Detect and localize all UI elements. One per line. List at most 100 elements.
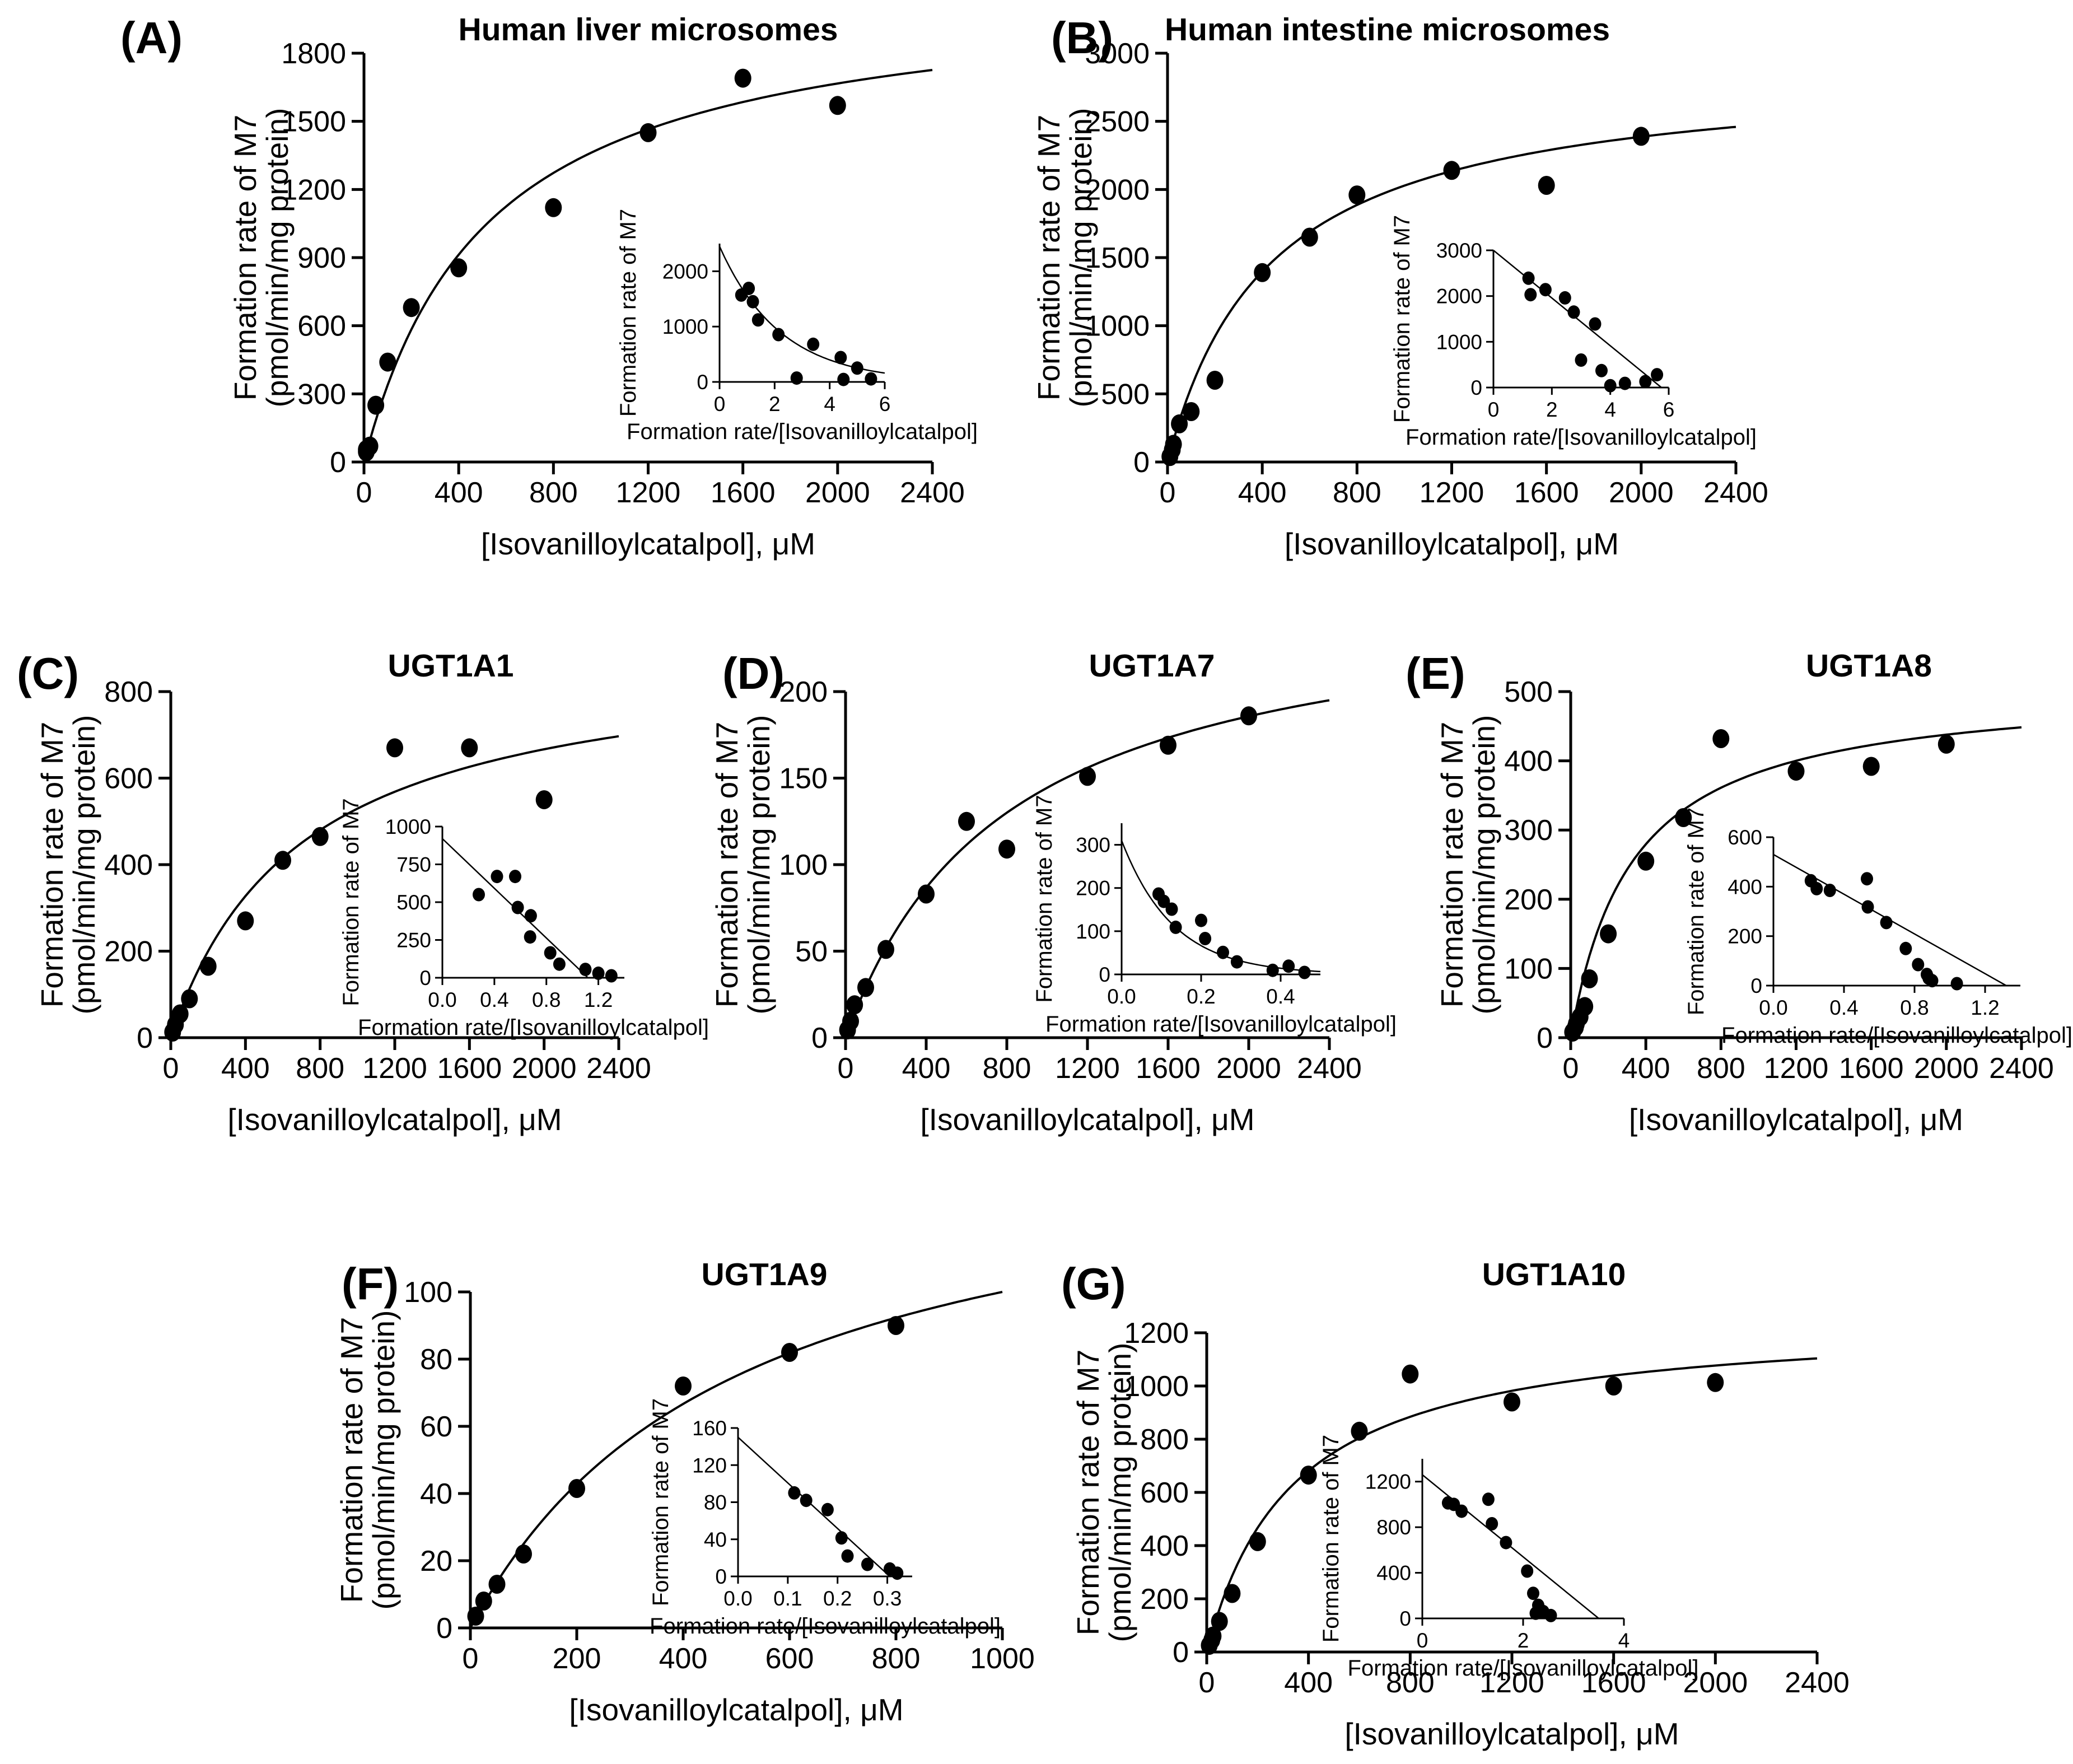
data-point [1538,176,1555,195]
data-point [181,989,198,1009]
inset-x-tick-label: 0 [714,393,726,416]
inset-data-point [544,946,557,960]
y-tick-label: 600 [104,763,153,795]
x-tick-label: 2400 [900,477,965,509]
y-tick-label: 300 [297,378,346,410]
data-point [171,1004,189,1024]
inset-data-point [1199,932,1212,945]
y-axis-label-line2-C: (pmol/min/mg protein) [67,715,101,1015]
inset-x-axis-label-B: Formation rate/[Isovanilloylcatalpol] [1406,425,1757,450]
inset-y-tick-label: 400 [1728,875,1762,898]
panel-C: (C) UGT1A1 0 400 800 1200 1600 2000 2400 0 200 400 6… [17,648,709,1137]
data-point [1712,729,1730,748]
y-tick-label: 1500 [281,106,346,138]
data-point [1707,1373,1724,1392]
inset-x-tick-label: 2 [1518,1629,1529,1652]
inset-data-point [1912,958,1925,972]
x-tick-label: 800 [529,477,578,509]
main-axes-G [1205,1333,1817,1654]
panel-letter-A: (A) [120,13,183,63]
data-point [274,851,291,870]
inset-data-point [1522,271,1535,285]
inset-data-point [837,372,850,386]
x-tick-label: 2000 [1683,1667,1748,1699]
x-tick-label: 600 [765,1642,814,1675]
y-tick-label: 0 [1173,1636,1189,1669]
y-tick-label: 2000 [1085,174,1150,206]
data-point [1443,161,1460,180]
inset-data-point [1482,1492,1495,1506]
y-tick-label: 1200 [281,174,346,206]
inset-data-point [743,282,755,295]
y-tick-label: 150 [779,763,828,795]
panel-letter-F: (F) [342,1259,399,1309]
data-point [1165,435,1182,454]
inset-x-tick-label: 0.8 [1900,996,1929,1019]
inset-y-tick-label: 160 [692,1417,727,1440]
inset-data-point [746,295,759,309]
inset-data-point [1169,920,1182,934]
data-point [829,96,846,115]
y-axis-label-line1-B: Formation rate of M7 [1031,115,1066,400]
data-point [1211,1612,1228,1631]
inset-x-axis-label-G: Formation rate/[Isovanilloylcatalpol] [1348,1656,1699,1681]
inset-data-point [772,328,785,342]
x-tick-label: 1000 [970,1642,1035,1675]
inset-y-tick-label: 2000 [662,260,708,283]
inset-data-point [592,966,605,980]
inset-data-point [1282,959,1295,973]
inset-data-point [834,351,847,365]
inset-x-tick-label: 2 [769,393,781,416]
inset-data-point [1195,913,1207,927]
inset-data-point [1651,368,1664,382]
data-point [1254,263,1271,282]
y-tick-label: 800 [104,676,153,708]
x-axis-label-C: [Isovanilloylcatalpol], μM [227,1102,562,1137]
x-tick-label: 0 [1199,1667,1215,1699]
data-point [1348,185,1366,205]
data-point [1224,1584,1241,1603]
inset-y-tick-label: 400 [1376,1562,1411,1585]
inset-y-tick-label: 1000 [1436,330,1482,353]
x-axis-label-F: [Isovanilloylcatalpol], μM [569,1692,903,1727]
data-point [461,738,478,758]
inset-y-tick-label: 500 [396,891,431,914]
inset-data-point [1861,900,1874,914]
main-axes-A [362,53,932,464]
y-tick-label: 300 [1504,814,1553,847]
inset-data-point [511,900,524,914]
y-tick-label: 3000 [1085,38,1150,70]
inset-y-tick-label: 120 [692,1454,727,1477]
inset-x-tick-label: 1.2 [1971,996,1999,1019]
data-point [1675,808,1692,827]
y-tick-label: 0 [436,1612,452,1645]
inset-y-tick-label: 0 [1099,963,1110,986]
x-tick-label: 1600 [1581,1667,1646,1699]
inset-y-tick-label: 750 [396,853,431,876]
inset-x-tick-label: 0.0 [428,988,456,1011]
x-tick-label: 1200 [1479,1667,1544,1699]
inset-y-tick-label: 0 [419,967,431,990]
x-tick-label: 400 [659,1642,708,1675]
inset-data-point [1567,305,1580,319]
inset-data-point [821,1502,834,1516]
inset-y-tick-label: 1000 [385,815,431,838]
y-tick-label: 0 [330,446,346,479]
y-tick-label: 200 [104,936,153,968]
data-point [1600,924,1617,944]
x-axis-label-D: [Isovanilloylcatalpol], μM [920,1102,1254,1137]
data-point [1787,762,1805,781]
inset-y-tick-label: 2000 [1436,285,1482,308]
data-point [1204,1626,1222,1646]
x-tick-label: 800 [296,1052,344,1085]
inset-data-point [1639,375,1652,389]
x-tick-label: 400 [1238,477,1287,509]
y-axis-label-line2-F: (pmol/min/mg protein) [366,1310,401,1610]
inset-data-point [1950,977,1963,991]
inset-x-axis-label-E: Formation rate/[Isovanilloylcatalpol] [1721,1023,2072,1048]
data-point [1632,127,1650,146]
